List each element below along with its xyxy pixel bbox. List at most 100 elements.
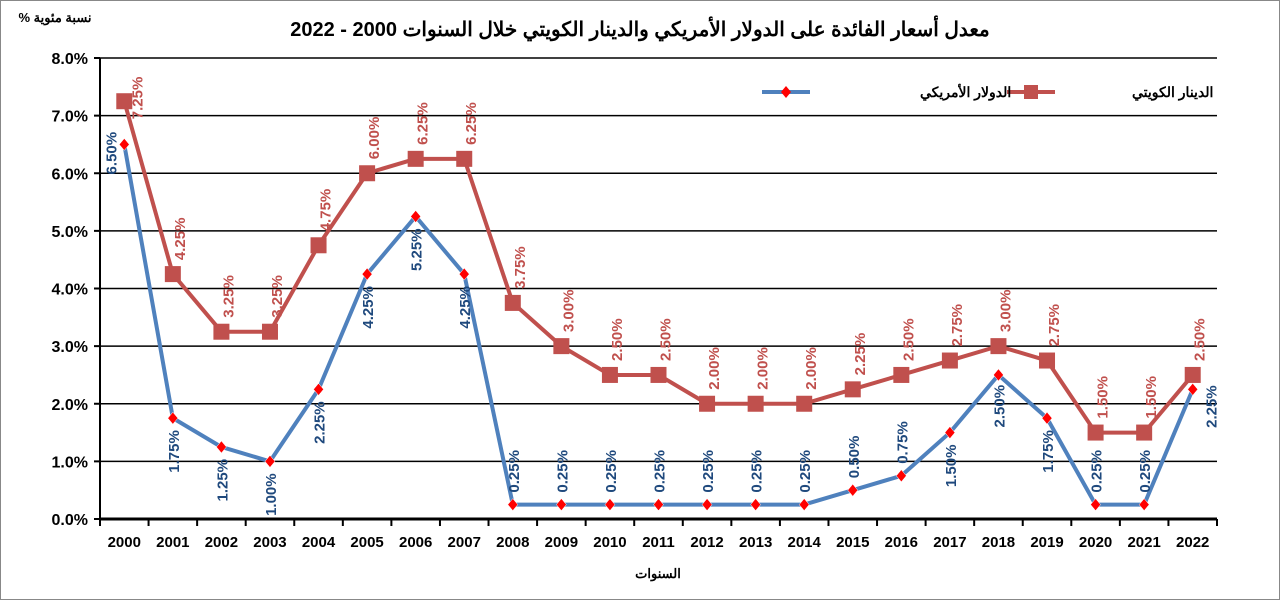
x-tick-label: 2007 (448, 534, 481, 551)
marker-kwd (699, 395, 716, 412)
marker-usd (167, 411, 179, 425)
marker-usd (410, 210, 421, 223)
x-tick-label: 2006 (399, 534, 432, 551)
x-tick-label: 2009 (545, 534, 578, 551)
x-tick-label: 2004 (302, 534, 336, 551)
marker-kwd (359, 165, 376, 182)
data-label: 0.50% (846, 436, 863, 479)
legend: الدينار الكويتي الدولار الأمريكي (762, 83, 1213, 101)
data-label: 2.50% (658, 318, 675, 361)
x-axis-label: السنوات (635, 566, 681, 582)
marker-usd (216, 440, 227, 454)
data-label: 2.25% (852, 333, 869, 376)
marker-usd (1041, 411, 1053, 425)
data-label: 2.50% (991, 385, 1008, 428)
data-label: 0.25% (797, 450, 814, 493)
x-tick-label: 2000 (108, 534, 141, 551)
marker-kwd (747, 395, 764, 412)
marker-kwd (796, 395, 813, 412)
x-tick-label: 2003 (253, 534, 286, 551)
y-tick-label: 3.0% (52, 339, 88, 356)
data-label: 1.50% (943, 445, 960, 488)
x-tick-label: 2002 (205, 534, 238, 551)
x-tick-label: 2011 (642, 534, 675, 551)
chart-title: معدل أسعار الفائدة على الدولار الأمريكي … (290, 15, 989, 42)
x-tick-label: 2012 (690, 534, 723, 551)
marker-kwd (990, 338, 1007, 355)
data-label: 6.50% (103, 132, 120, 175)
data-label: 6.25% (463, 102, 480, 145)
x-tick-label: 2015 (836, 534, 869, 551)
data-label: 3.00% (997, 290, 1014, 333)
marker-kwd (1087, 424, 1104, 441)
data-label: 4.75% (318, 189, 335, 232)
legend-marker-kwd (1024, 85, 1038, 99)
x-tick-label: 2008 (496, 534, 529, 551)
data-label: 1.75% (166, 430, 183, 473)
marker-kwd (407, 150, 424, 167)
marker-kwd (456, 150, 473, 167)
data-label: 7.25% (129, 77, 146, 120)
marker-usd (1187, 382, 1199, 396)
data-label: 0.25% (506, 450, 523, 493)
x-tick-label: 2022 (1176, 534, 1209, 551)
marker-kwd (844, 381, 861, 398)
marker-usd (313, 382, 324, 396)
marker-kwd (504, 294, 521, 311)
data-label: 2.00% (755, 347, 772, 390)
marker-kwd (310, 237, 327, 254)
data-label: 3.25% (269, 275, 286, 318)
data-label: 3.00% (560, 290, 577, 333)
x-tick-label: 2017 (933, 534, 966, 551)
marker-usd (896, 469, 907, 483)
data-label: 0.25% (1089, 450, 1106, 493)
y-tick-label: 8.0% (52, 51, 88, 68)
marker-kwd (1184, 366, 1201, 383)
marker-kwd (261, 323, 278, 340)
marker-usd (361, 267, 373, 281)
data-label: 3.75% (512, 246, 529, 289)
marker-usd (556, 498, 567, 511)
y-axis-label: نسبة مئوية % (18, 10, 91, 26)
marker-usd (944, 426, 956, 439)
y-tick-label: 5.0% (52, 224, 88, 241)
marker-kwd (164, 266, 181, 283)
x-tick-label: 2014 (788, 534, 822, 551)
x-tick-label: 2021 (1127, 534, 1160, 551)
data-label: 1.00% (263, 473, 280, 516)
data-label: 3.25% (220, 275, 237, 318)
data-label: 2.75% (949, 304, 966, 347)
data-label: 1.75% (1040, 430, 1057, 473)
data-label: 5.25% (409, 228, 426, 271)
marker-kwd (650, 366, 667, 383)
x-tick-label: 2013 (739, 534, 772, 551)
marker-kwd (941, 352, 958, 369)
y-tick-label: 4.0% (52, 282, 88, 299)
marker-kwd (1039, 352, 1056, 369)
data-label: 0.25% (749, 450, 766, 493)
data-label: 1.50% (1143, 376, 1160, 419)
marker-kwd (1136, 424, 1153, 441)
marker-kwd (553, 338, 570, 355)
data-label: 0.75% (894, 421, 911, 464)
y-tick-label: 7.0% (52, 109, 88, 126)
data-label: 6.00% (366, 117, 383, 160)
marker-kwd (213, 323, 230, 340)
marker-kwd (893, 366, 910, 383)
marker-usd (118, 138, 130, 151)
x-tick-label: 2019 (1030, 534, 1063, 551)
legend-marker-usd (781, 86, 791, 98)
marker-usd (1138, 498, 1150, 511)
y-tick-label: 0.0% (52, 512, 88, 529)
x-tick-label: 2020 (1079, 534, 1112, 551)
marker-usd (264, 454, 276, 468)
legend-label-kwd: الدينار الكويتي (1132, 84, 1213, 101)
x-tick-label: 2001 (156, 534, 189, 551)
marker-kwd (116, 93, 133, 110)
data-label: 4.25% (360, 286, 377, 329)
marker-usd (847, 483, 859, 497)
data-label: 2.75% (1046, 304, 1063, 347)
x-tick-label: 2005 (350, 534, 383, 551)
data-label: 0.25% (652, 450, 669, 493)
